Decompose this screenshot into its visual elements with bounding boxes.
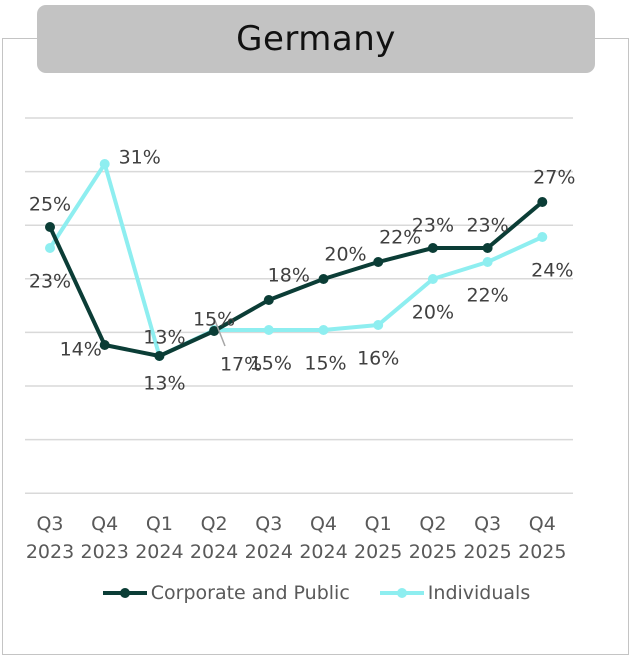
data-point-1 bbox=[99, 159, 110, 169]
data-label-1: 31% bbox=[119, 147, 161, 169]
label-leader-line bbox=[213, 317, 226, 347]
series-line-0 bbox=[48, 200, 545, 358]
data-label-0: 13% bbox=[143, 373, 185, 395]
x-tick-quarter: Q4 bbox=[91, 513, 118, 535]
data-label-0: 17% bbox=[220, 354, 262, 376]
data-point-1 bbox=[373, 320, 384, 330]
data-point-1 bbox=[45, 243, 55, 253]
data-label-0: 14% bbox=[60, 339, 102, 361]
chart-title-box: Germany bbox=[37, 5, 595, 73]
data-point-1 bbox=[427, 274, 438, 284]
x-tick-year: 2024 bbox=[190, 541, 238, 563]
data-label-1: 15% bbox=[304, 353, 346, 375]
legend-item-individuals: Individuals bbox=[379, 582, 531, 604]
data-point-0 bbox=[154, 351, 165, 361]
x-tick-quarter: Q4 bbox=[310, 513, 337, 535]
data-point-1 bbox=[482, 257, 493, 267]
legend-label-corporate: Corporate and Public bbox=[150, 582, 350, 604]
x-tick-year: 2025 bbox=[463, 541, 511, 563]
legend-swatch-corporate bbox=[102, 588, 147, 598]
x-tick-quarter: Q4 bbox=[529, 513, 556, 535]
data-label-0: 20% bbox=[324, 244, 366, 266]
data-label-0: 23% bbox=[466, 215, 508, 237]
data-point-0 bbox=[263, 295, 274, 305]
data-label-0: 25% bbox=[29, 194, 71, 216]
chart-title: Germany bbox=[236, 19, 396, 59]
data-label-1: 13% bbox=[143, 327, 185, 349]
x-tick-year: 2024 bbox=[135, 541, 183, 563]
x-tick-quarter: Q2 bbox=[201, 513, 228, 535]
data-label-1: 20% bbox=[412, 302, 454, 324]
data-label-1: 24% bbox=[531, 260, 573, 282]
x-tick-year: 2024 bbox=[245, 541, 293, 563]
x-tick-year: 2025 bbox=[409, 541, 457, 563]
data-point-0 bbox=[209, 326, 220, 336]
x-tick-quarter: Q2 bbox=[419, 513, 446, 535]
data-point-0 bbox=[45, 222, 55, 232]
data-point-1 bbox=[318, 325, 329, 335]
x-tick-year: 2024 bbox=[299, 541, 347, 563]
x-tick-year: 2023 bbox=[26, 541, 74, 563]
data-label-1: 23% bbox=[29, 271, 71, 293]
data-point-0 bbox=[318, 274, 329, 284]
data-label-1: 22% bbox=[466, 285, 508, 307]
legend-label-individuals: Individuals bbox=[427, 582, 531, 604]
data-point-0 bbox=[427, 243, 438, 253]
data-point-0 bbox=[99, 340, 110, 350]
data-label-0: 18% bbox=[268, 265, 310, 287]
x-tick-quarter: Q1 bbox=[146, 513, 173, 535]
data-label-1: 15% bbox=[250, 353, 292, 375]
x-tick-quarter: Q3 bbox=[36, 513, 63, 535]
data-point-1 bbox=[537, 232, 548, 242]
data-label-0: 23% bbox=[412, 215, 454, 237]
data-point-0 bbox=[373, 257, 384, 267]
series-line-1 bbox=[48, 162, 545, 358]
x-tick-year: 2025 bbox=[354, 541, 402, 563]
data-point-0 bbox=[537, 197, 548, 207]
data-point-0 bbox=[482, 243, 493, 253]
x-tick-quarter: Q3 bbox=[255, 513, 282, 535]
data-label-0: 22% bbox=[379, 227, 421, 249]
x-tick-year: 2023 bbox=[81, 541, 129, 563]
x-tick-quarter: Q3 bbox=[474, 513, 501, 535]
legend-item-corporate: Corporate and Public bbox=[102, 582, 350, 604]
x-tick-year: 2025 bbox=[518, 541, 566, 563]
data-point-1 bbox=[263, 325, 274, 335]
x-tick-quarter: Q1 bbox=[365, 513, 392, 535]
data-label-1: 16% bbox=[357, 348, 399, 370]
data-label-1: 15% bbox=[193, 309, 235, 331]
legend-swatch-individuals bbox=[379, 588, 424, 598]
chart-legend: Corporate and Public Individuals bbox=[0, 582, 633, 604]
data-label-0: 27% bbox=[533, 167, 575, 189]
